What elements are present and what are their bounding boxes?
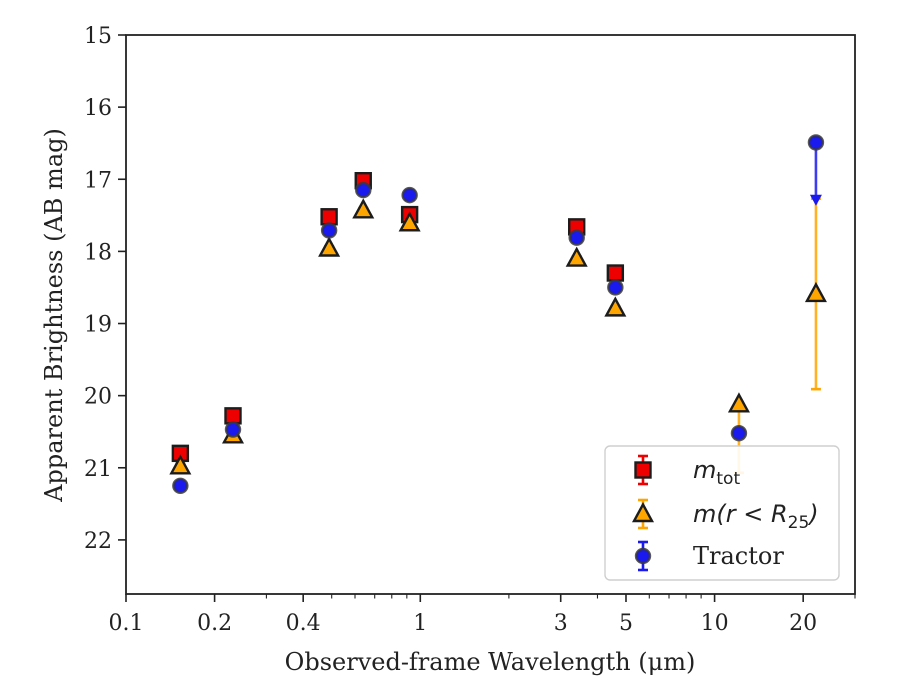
y-tick-label: 16 <box>84 96 112 121</box>
legend: mtot m(r < R25) Tractor <box>604 445 840 581</box>
y-tick-label: 18 <box>84 240 112 265</box>
legend-marker <box>634 461 652 479</box>
series-tractor <box>172 134 825 495</box>
data-point <box>606 264 625 282</box>
upper-limit-arrow <box>809 194 822 206</box>
data-point <box>727 392 750 413</box>
x-axis-label: Observed-frame Wavelength (μm) <box>285 648 696 676</box>
data-point <box>224 421 242 438</box>
legend-label-subscript: tot <box>716 469 740 489</box>
legend-marker <box>631 501 655 523</box>
data-point <box>172 477 189 495</box>
axes: 0.1 0.2 0.4 1 3 5 10 20 15 16 17 18 19 20 21 22 <box>84 24 856 636</box>
legend-label-tail: ) <box>807 500 818 528</box>
y-tick-label: 22 <box>84 529 112 554</box>
y-tick-label: 19 <box>84 313 112 338</box>
data-point <box>169 454 192 475</box>
y-tick-label: 20 <box>84 385 112 410</box>
legend-marker <box>634 547 652 565</box>
legend-label-subscript: 25 <box>788 513 810 533</box>
legend-label: mtot <box>693 456 740 489</box>
data-point <box>804 281 827 303</box>
data-point <box>565 246 588 267</box>
data-point <box>398 211 421 232</box>
y-axis-label: Apparent Brightness (AB mag) <box>40 128 68 503</box>
plot-area <box>169 134 827 495</box>
data-point <box>224 407 242 425</box>
x-tick-label: 0.2 <box>197 611 232 636</box>
data-point <box>604 296 627 317</box>
x-tick-label: 3 <box>554 611 568 636</box>
legend-label-main: m <box>693 456 716 484</box>
x-tick-label: 10 <box>701 611 729 636</box>
data-point <box>401 186 418 204</box>
y-tick-label: 15 <box>84 24 112 49</box>
x-tick-label: 0.1 <box>109 611 144 636</box>
data-point <box>320 222 338 239</box>
legend-label: m(r < R25) <box>693 500 819 533</box>
data-point <box>320 208 338 226</box>
data-point <box>607 279 624 296</box>
data-point <box>568 229 585 246</box>
data-point <box>318 236 341 257</box>
x-tick-label: 0.4 <box>286 611 321 636</box>
plot-frame <box>125 34 856 595</box>
x-tick-label: 5 <box>619 611 633 636</box>
legend-label-main: m(r < R <box>693 500 788 528</box>
x-tick-label: 20 <box>789 611 817 636</box>
y-tick-label: 21 <box>84 457 112 482</box>
data-point <box>352 198 375 219</box>
data-point <box>807 134 825 151</box>
series-mr25 <box>169 197 827 475</box>
x-tick-label: 1 <box>413 611 427 636</box>
legend-box <box>604 445 840 581</box>
series-mtot <box>171 172 625 463</box>
legend-label: Tractor <box>693 542 784 570</box>
data-point <box>730 424 748 442</box>
data-point <box>355 181 372 199</box>
y-tick-label: 17 <box>84 168 112 193</box>
